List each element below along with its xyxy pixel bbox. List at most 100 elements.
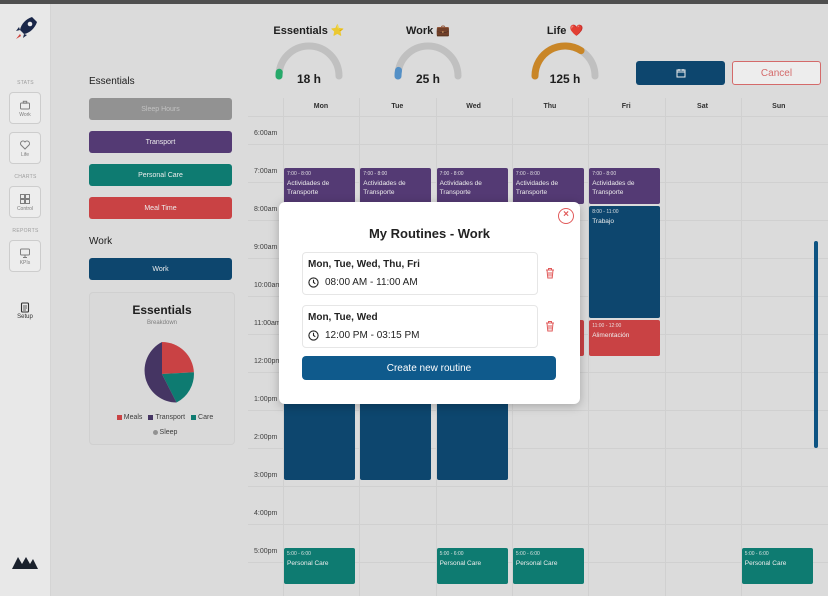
trash-icon[interactable] — [543, 319, 557, 333]
calendar-event[interactable]: 5:00 - 6:00 Personal Care — [741, 548, 813, 584]
calendar-event[interactable]: 7:00 - 8:00 Actividades de Transporte — [284, 168, 355, 204]
gauge-title: Life ❤️ — [525, 24, 605, 37]
gauge-arc — [531, 42, 599, 80]
calendar-event[interactable]: 7:00 - 8:00 Actividades de Transporte — [436, 168, 508, 204]
heart-icon: ❤️ — [569, 25, 584, 37]
legend-label: Meals — [123, 414, 143, 421]
brand-logo-icon — [12, 557, 38, 569]
legend-label: Transport — [155, 414, 186, 421]
create-routine-button[interactable]: Create new routine — [302, 356, 556, 380]
gauge-value: 25 h — [415, 72, 440, 86]
time-label: 9:00am — [254, 244, 278, 251]
rail-section-label: REPORTS — [12, 228, 39, 234]
category-transport[interactable]: Transport — [89, 131, 232, 153]
category-personal-care[interactable]: Personal Care — [89, 164, 232, 186]
rail-item-control[interactable]: Control — [9, 186, 41, 218]
trash-icon[interactable] — [543, 266, 557, 280]
rail-section-label: STATS — [17, 80, 34, 86]
pie-slice-meals — [162, 342, 194, 374]
calendar-scrollbar[interactable] — [814, 241, 818, 448]
grid-icon — [20, 193, 30, 204]
top-bar — [0, 0, 828, 4]
time-label: 1:00pm — [254, 396, 278, 403]
legend-label: Sleep — [159, 429, 178, 436]
clock-icon — [308, 277, 319, 288]
breakdown-legend: Meals Transport Care — [90, 414, 236, 421]
calendar-icon — [676, 69, 685, 78]
calendar-event[interactable]: 8:00 - 11:00 Trabajo — [589, 206, 661, 318]
grid-row-line — [248, 144, 828, 145]
breakdown-legend-row2: Sleep — [90, 429, 236, 436]
event-name: Actividades de Transporte — [363, 180, 406, 196]
day-header-fri: Fri — [621, 103, 631, 110]
event-time: 7:00 - 8:00 — [515, 171, 540, 177]
event-name: Actividades de Transporte — [439, 180, 482, 196]
rail-item-kpis[interactable]: KPIs — [9, 240, 41, 272]
event-name: Alimentación — [592, 332, 630, 339]
heart-icon — [20, 140, 30, 150]
close-icon[interactable]: × — [558, 208, 574, 224]
routine-card[interactable]: Mon, Tue, Wed 12:00 PM - 03:15 PM — [302, 305, 538, 348]
calendar-event[interactable]: 7:00 - 8:00 Actividades de Transporte — [512, 168, 584, 204]
event-time: 7:00 - 8:00 — [287, 171, 311, 177]
day-header-thu: Thu — [543, 103, 557, 110]
event-time: 7:00 - 8:00 — [439, 171, 464, 177]
category-meal-time[interactable]: Meal Time — [89, 197, 232, 219]
legend-swatch-transport — [148, 414, 154, 420]
clipboard-icon — [20, 301, 30, 313]
essentials-breakdown-card: Essentials Breakdown Meals Transport Car… — [89, 292, 235, 445]
grid-column-line — [740, 98, 742, 596]
day-header-sun: Sun — [772, 103, 786, 110]
rail-item-label: Control — [16, 205, 34, 212]
category-work[interactable]: Work — [89, 258, 232, 280]
event-name: Personal Care — [744, 560, 787, 567]
briefcase-icon: 💼 — [436, 25, 451, 37]
calendar-button[interactable] — [636, 61, 725, 85]
routine-time-row: 08:00 AM - 11:00 AM — [308, 277, 418, 288]
time-label: 10:00am — [254, 282, 282, 289]
event-name: Actividades de Transporte — [287, 180, 330, 196]
grid-row-line — [248, 410, 828, 411]
setup-label: Setup — [17, 313, 33, 320]
cancel-button[interactable]: Cancel — [732, 61, 821, 85]
calendar-event[interactable]: 7:00 - 8:00 Actividades de Transporte — [589, 168, 661, 204]
calendar-event[interactable]: 7:00 - 8:00 Actividades de Transporte — [360, 168, 432, 204]
clock-icon — [308, 330, 319, 341]
day-header-mon: Mon — [313, 103, 329, 110]
routine-time-row: 12:00 PM - 03:15 PM — [308, 330, 420, 341]
gauge-arc — [275, 42, 343, 80]
gauge-title: Work 💼 — [388, 24, 468, 37]
rocket-logo-icon[interactable] — [12, 14, 40, 42]
event-name: Trabajo — [592, 218, 614, 225]
event-name: Personal Care — [515, 560, 558, 567]
rail-item-work[interactable]: Work — [9, 92, 41, 124]
event-time: 8:00 - 11:00 — [592, 209, 619, 215]
rail-item-setup[interactable]: Setup — [9, 294, 41, 326]
event-name: Personal Care — [439, 560, 482, 567]
time-label: 2:00pm — [254, 434, 278, 441]
category-sleep-hours[interactable]: Sleep Hours — [89, 98, 232, 120]
breakdown-pie-chart — [144, 342, 194, 403]
gauge-essentials: Essentials ⭐ 18 h — [269, 24, 349, 86]
rail-item-life[interactable]: Life — [9, 132, 41, 164]
legend-label: Care — [198, 414, 214, 421]
modal-title: My Routines - Work — [368, 226, 491, 241]
routine-card[interactable]: Mon, Tue, Wed, Thu, Fri 08:00 AM - 11:00… — [302, 252, 538, 295]
calendar-event[interactable]: 5:00 - 6:00 Personal Care — [284, 548, 355, 584]
time-label: 5:00pm — [254, 548, 278, 555]
event-time: 5:00 - 6:00 — [744, 551, 769, 557]
routine-days: Mon, Tue, Wed — [308, 312, 378, 323]
grid-column-line — [588, 98, 590, 596]
event-time: 5:00 - 6:00 — [287, 551, 311, 557]
gauge-arc — [394, 42, 462, 80]
day-header-tue: Tue — [391, 103, 404, 110]
grid-row-line — [248, 448, 828, 449]
calendar-event[interactable]: 11:00 - 12:00 Alimentación — [589, 320, 661, 356]
calendar-event[interactable]: 5:00 - 6:00 Personal Care — [512, 548, 584, 584]
time-label: 4:00pm — [254, 510, 278, 517]
rail-item-label: KPIs — [19, 259, 31, 266]
time-label: 12:00pm — [254, 358, 282, 365]
weekly-calendar: Mon Tue Wed Thu Fri Sat Sun 6:00am 7:00am 8:00am 9… — [248, 98, 828, 596]
event-time: 7:00 - 8:00 — [592, 171, 617, 177]
calendar-event[interactable]: 5:00 - 6:00 Personal Care — [436, 548, 508, 584]
